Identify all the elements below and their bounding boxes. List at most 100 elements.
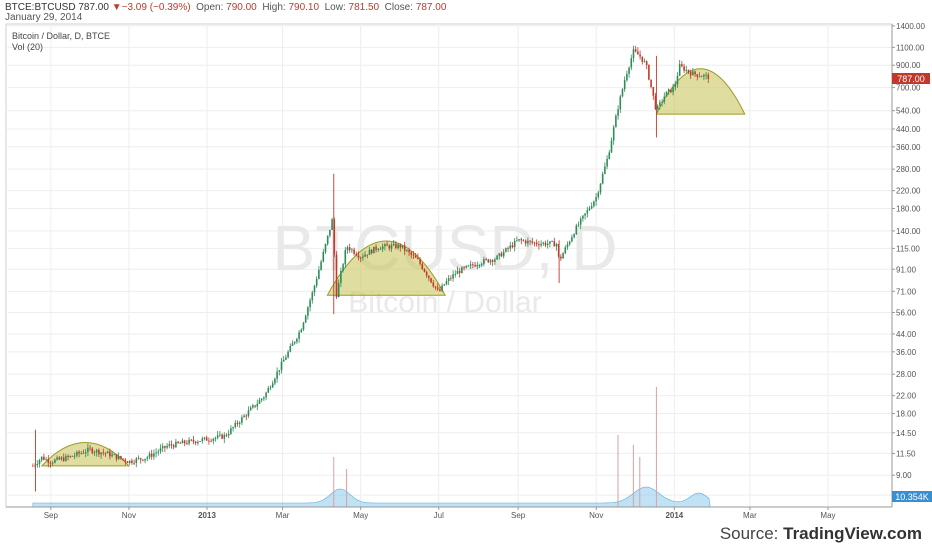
candle-body — [58, 457, 61, 460]
last-price-tag-box — [892, 73, 930, 84]
candle-body — [599, 183, 602, 193]
symbol-label: BTCE:BTCUSD — [5, 2, 76, 13]
candle-body — [65, 456, 67, 461]
candle-body — [45, 459, 47, 460]
candle-body — [161, 445, 164, 449]
candle-body — [269, 387, 272, 389]
candle-body — [582, 215, 584, 219]
candle-body — [302, 322, 305, 330]
candle-body — [628, 67, 630, 74]
candle-body — [648, 65, 650, 80]
watermark: BTCUSD, D Bitcoin / Dollar — [273, 212, 618, 319]
candle-body — [665, 91, 668, 97]
candle-body — [109, 451, 111, 457]
candle-body — [320, 261, 322, 270]
price-tick-label: 115.00 — [896, 244, 920, 253]
candle-body — [430, 278, 432, 283]
candle-body — [146, 457, 149, 459]
candle-body — [285, 357, 287, 360]
candle-body — [194, 441, 197, 444]
candle-body — [700, 76, 703, 78]
candle-body — [626, 73, 628, 81]
candle-body — [263, 397, 265, 399]
candle-body — [615, 115, 617, 128]
candle-body — [91, 448, 94, 453]
price-tick-label: 900.00 — [896, 61, 921, 70]
candle-body — [694, 71, 696, 75]
time-tick-label: Sep — [44, 511, 59, 520]
candle-body — [89, 447, 91, 449]
candle-body — [56, 457, 58, 460]
candle-body — [370, 249, 373, 254]
candle-body — [685, 69, 688, 71]
candle-body — [359, 257, 362, 259]
candle-body — [478, 265, 481, 266]
candle-body — [113, 454, 116, 456]
candle-body — [502, 251, 505, 257]
candle-body — [342, 264, 344, 271]
candle-body — [406, 250, 408, 251]
candle-body — [458, 270, 461, 274]
candle-body — [51, 462, 54, 464]
candle-body — [683, 66, 685, 71]
candle-body — [216, 435, 219, 438]
candle-body — [223, 434, 226, 439]
candle-body — [689, 72, 692, 76]
candle-body — [95, 449, 98, 453]
candle-body — [98, 449, 100, 455]
candle-body — [472, 264, 474, 266]
candle-body — [166, 445, 168, 448]
candle-body — [278, 370, 281, 372]
candle-body — [687, 69, 690, 73]
candle-body — [566, 244, 569, 248]
candle-body — [60, 457, 63, 460]
candle-body — [399, 244, 402, 248]
candle-body — [76, 451, 78, 456]
candle-body — [476, 265, 479, 267]
candle-body — [659, 102, 661, 106]
candle-body — [322, 251, 325, 262]
candle-body — [348, 247, 351, 251]
candle-body — [102, 452, 105, 454]
candle-body — [267, 388, 270, 393]
price-tick-label: 140.00 — [896, 227, 921, 236]
candle-body — [630, 58, 633, 68]
candle-body — [568, 241, 571, 245]
candle-body — [364, 254, 366, 257]
candle-body — [639, 54, 641, 57]
candle-body — [465, 265, 468, 268]
candle-body — [381, 246, 384, 250]
candle-body — [487, 259, 490, 263]
candle-body — [452, 274, 454, 279]
candle-body — [73, 455, 76, 457]
candle-body — [511, 245, 514, 248]
candle-body — [170, 444, 173, 446]
price-tick-label: 9.00 — [896, 471, 912, 480]
candle-body — [133, 462, 135, 464]
price-tick-label: 220.00 — [896, 187, 921, 196]
candle-body — [608, 152, 611, 159]
price-tick-label: 71.00 — [896, 287, 917, 296]
time-tick-label: Nov — [122, 511, 136, 520]
candle-body — [707, 74, 710, 79]
candle-body — [221, 434, 223, 439]
candle-body — [32, 465, 34, 467]
candle-body — [368, 249, 371, 255]
price-tick-label: 44.00 — [896, 330, 917, 339]
candle-body — [296, 338, 298, 342]
candle-body — [593, 201, 595, 207]
candle-body — [491, 260, 494, 262]
candle-body — [678, 64, 681, 76]
price-tick-label: 700.00 — [896, 84, 921, 93]
candle-body — [344, 250, 347, 265]
candle-body — [522, 240, 525, 242]
candle-body — [632, 49, 635, 59]
candle-body — [540, 243, 542, 246]
candle-body — [71, 455, 74, 457]
candle-body — [412, 254, 415, 256]
candle-body — [43, 456, 45, 460]
candle-body — [445, 281, 448, 285]
ohlc-header: BTCE:BTCUSD 787.00 ▼−3.09 (−0.39%) Open:… — [5, 2, 446, 14]
candle-body — [469, 264, 472, 266]
